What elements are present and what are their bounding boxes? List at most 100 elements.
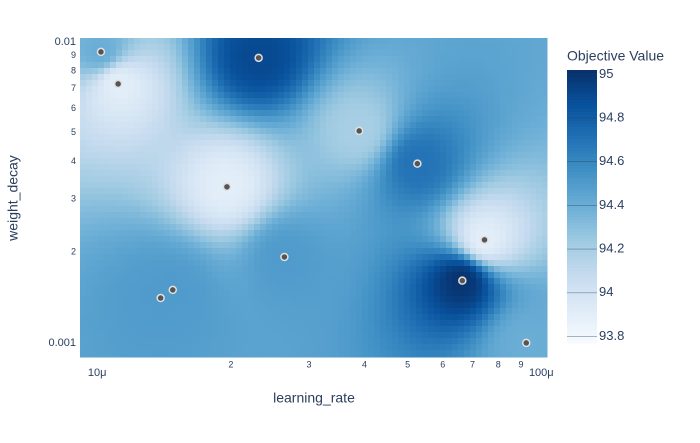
contour-cell [98,128,105,135]
contour-cell [86,338,93,345]
contour-cell [338,284,345,291]
contour-cell [416,86,423,93]
contour-cell [524,284,531,291]
contour-cell [104,56,111,63]
contour-cell [488,314,495,321]
contour-cell [302,356,309,358]
contour-cell [266,344,273,351]
contour-cell [218,260,225,267]
contour-cell [140,338,147,345]
contour-cell [488,170,495,177]
contour-cell [194,350,201,357]
contour-cell [182,230,189,237]
contour-cell [158,260,165,267]
contour-cell [524,176,531,183]
contour-cell [374,356,381,358]
contour-cell [506,152,513,159]
contour-cell [290,158,297,165]
contour-cell [452,122,459,129]
contour-cell [278,332,285,339]
contour-cell [476,284,483,291]
contour-cell [344,74,351,81]
contour-cell [248,80,255,87]
contour-cell [362,44,369,51]
contour-cell [170,104,177,111]
contour-cell [86,140,93,147]
contour-cell [236,332,243,339]
contour-cell [104,80,111,87]
contour-cell [104,92,111,99]
contour-cell [254,266,261,273]
contour-cell [92,242,99,249]
contour-cell [194,80,201,87]
contour-cell [212,98,219,105]
contour-cell [398,278,405,285]
contour-cell [338,242,345,249]
contour-cell [200,80,207,87]
contour-cell [188,68,195,75]
contour-cell [434,44,441,51]
contour-cell [164,314,171,321]
contour-cell [326,260,333,267]
contour-cell [470,80,477,87]
contour-cell [500,230,507,237]
contour-cell [332,74,339,81]
contour-cell [302,248,309,255]
contour-cell [116,128,123,135]
contour-cell [170,338,177,345]
contour-cell [368,38,375,45]
contour-cell [194,272,201,279]
contour-cell [86,62,93,69]
contour-cell [500,146,507,153]
contour-cell [314,38,321,45]
contour-cell [326,152,333,159]
contour-cell [452,290,459,297]
contour-cell [536,170,543,177]
contour-cell [224,74,231,81]
contour-cell [98,134,105,141]
contour-cell [362,206,369,213]
contour-cell [458,158,465,165]
contour-cell [476,272,483,279]
contour-cell [86,296,93,303]
contour-cell [236,266,243,273]
contour-cell [314,338,321,345]
contour-cell [452,200,459,207]
contour-cell [236,272,243,279]
contour-cell [224,170,231,177]
contour-cell [182,92,189,99]
contour-cell [110,134,117,141]
contour-cell [326,302,333,309]
contour-cell [392,56,399,63]
contour-cell [422,326,429,333]
contour-cell [356,212,363,219]
contour-cell [434,134,441,141]
contour-cell [266,326,273,333]
trial-point [96,47,106,57]
contour-cell [266,104,273,111]
contour-cell [476,62,483,69]
contour-cell [242,128,249,135]
contour-cell [362,56,369,63]
contour-cell [506,248,513,255]
contour-cell [446,242,453,249]
contour-cell [464,74,471,81]
contour-cell [116,116,123,123]
colorbar-tick-label: 93.8 [599,328,624,343]
contour-cell [350,296,357,303]
contour-cell [344,284,351,291]
contour-cell [236,224,243,231]
contour-cell [506,326,513,333]
contour-cell [446,266,453,273]
contour-cell [278,152,285,159]
contour-cell [296,74,303,81]
contour-cell [176,338,183,345]
contour-cell [134,104,141,111]
contour-cell [452,128,459,135]
contour-cell [434,332,441,339]
contour-cell [392,254,399,261]
contour-cell [242,254,249,261]
contour-cell [404,218,411,225]
contour-cell [170,56,177,63]
contour-cell [542,272,548,279]
